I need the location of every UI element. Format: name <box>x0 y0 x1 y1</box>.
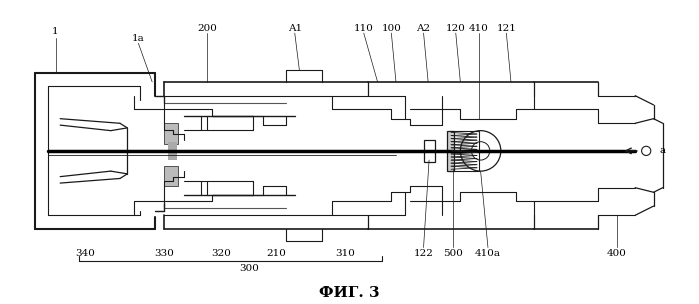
Text: 340: 340 <box>75 249 95 258</box>
Text: 200: 200 <box>197 24 217 33</box>
Bar <box>424 140 435 162</box>
Text: 100: 100 <box>382 24 401 33</box>
Bar <box>164 123 178 143</box>
Text: 1: 1 <box>52 27 59 36</box>
Text: A2: A2 <box>417 24 431 33</box>
Text: 410a: 410a <box>475 249 501 258</box>
Text: 310: 310 <box>336 249 355 258</box>
Text: A1: A1 <box>288 24 302 33</box>
Text: 300: 300 <box>239 264 259 273</box>
Bar <box>447 131 454 171</box>
Text: 330: 330 <box>154 249 174 258</box>
Text: 120: 120 <box>446 24 466 33</box>
Text: a: a <box>660 147 666 155</box>
Bar <box>164 166 178 186</box>
Text: 320: 320 <box>211 249 231 258</box>
Bar <box>168 142 177 160</box>
Text: 210: 210 <box>266 249 287 258</box>
Text: 121: 121 <box>496 24 517 33</box>
Text: 400: 400 <box>607 249 627 258</box>
Text: 122: 122 <box>414 249 433 258</box>
Text: ФИГ. 3: ФИГ. 3 <box>319 286 380 300</box>
Text: 500: 500 <box>443 249 463 258</box>
Bar <box>449 131 479 171</box>
Text: 110: 110 <box>354 24 374 33</box>
Text: 1a: 1a <box>132 34 145 43</box>
Text: 410: 410 <box>469 24 489 33</box>
